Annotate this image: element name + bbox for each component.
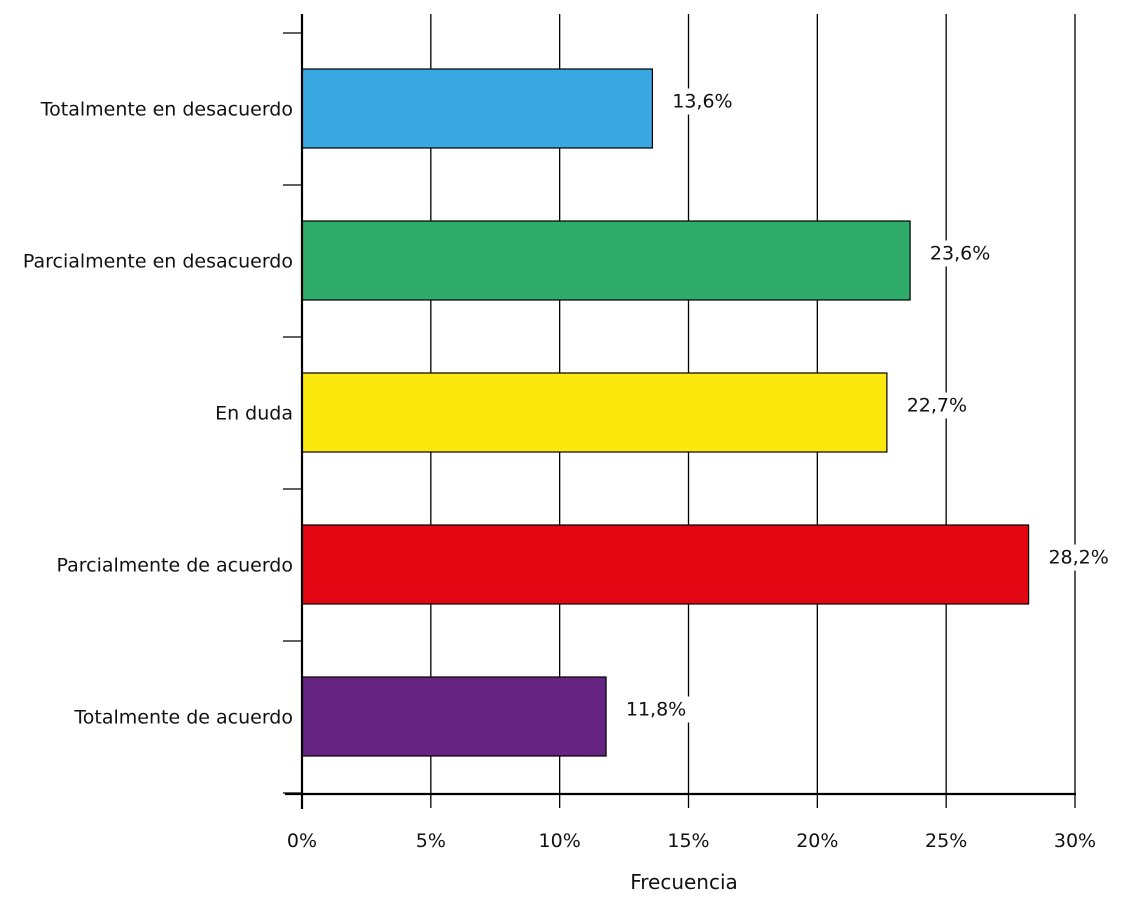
x-tick-label: 10%	[539, 830, 581, 852]
category-label: En duda	[215, 403, 293, 425]
x-tick-label: 25%	[925, 830, 967, 852]
bar	[301, 372, 888, 453]
category-label: Totalmente en desacuerdo	[40, 99, 293, 121]
data-label-background	[1044, 544, 1113, 571]
data-label-background	[668, 88, 737, 115]
data-label: 22,7%	[907, 395, 967, 417]
data-label: 11,8%	[626, 699, 686, 721]
bar	[301, 68, 654, 149]
data-label-background	[925, 240, 995, 267]
data-label-background	[902, 392, 972, 419]
x-tick-label: 5%	[416, 830, 446, 852]
data-label-background	[621, 696, 691, 723]
category-label: Totalmente de acuerdo	[73, 707, 293, 729]
category-label: Parcialmente de acuerdo	[57, 555, 293, 577]
axes	[285, 14, 1076, 809]
data-label: 13,6%	[672, 91, 732, 113]
labels: 0% 5% 10% 15% 20% 25% 30% Totalmente en desacue…	[23, 88, 1113, 852]
bar	[301, 676, 607, 757]
bar	[301, 524, 1030, 605]
data-label: 28,2%	[1048, 547, 1108, 569]
bars	[301, 68, 1030, 757]
data-label: 23,6%	[930, 243, 990, 265]
category-label: Parcialmente en desacuerdo	[23, 251, 293, 273]
bar	[301, 220, 911, 301]
x-tick-label: 20%	[796, 830, 838, 852]
x-tick-label: 15%	[667, 830, 709, 852]
x-tick-label: 0%	[287, 830, 317, 852]
x-tick-label: 30%	[1054, 830, 1096, 852]
x-axis-title: Frecuencia	[630, 870, 738, 894]
